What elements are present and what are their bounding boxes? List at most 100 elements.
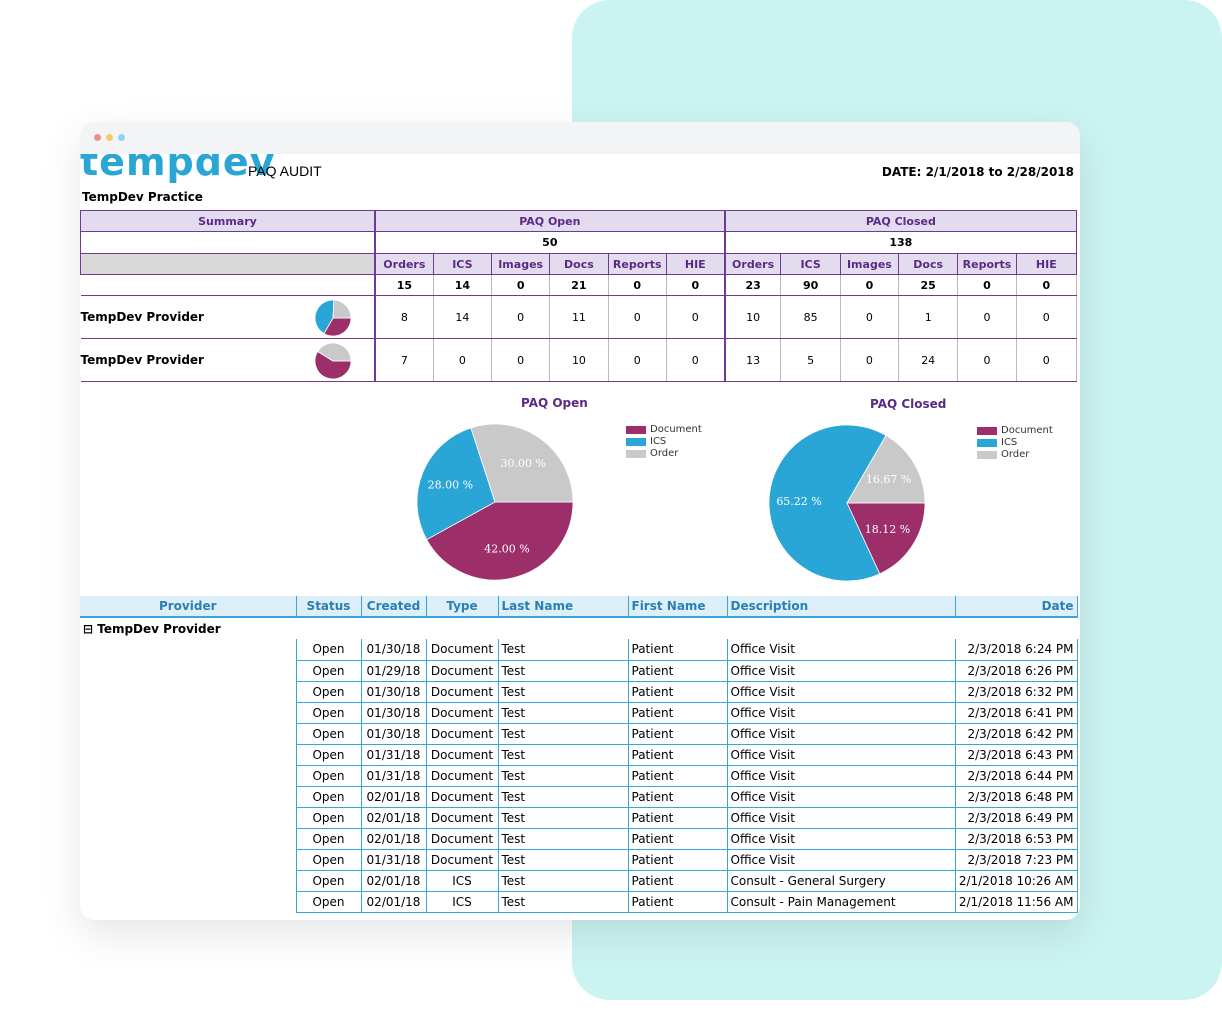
col-description-header[interactable]: Description	[727, 596, 956, 618]
cell-description: Office Visit	[727, 828, 956, 850]
legend-swatch	[977, 439, 997, 447]
col-provider-header[interactable]: Provider	[80, 596, 297, 618]
close-dot-icon[interactable]	[94, 134, 101, 141]
table-row[interactable]: Open 01/30/18 Document Test Patient Office Vi…	[80, 723, 1078, 745]
table-row[interactable]: Open 02/01/18 Document Test Patient Office Vi…	[80, 807, 1078, 829]
category-total-open-images: 0	[491, 274, 551, 296]
cell-created: 01/30/18	[361, 702, 427, 724]
table-row[interactable]: Open 01/31/18 Document Test Patient Office Vi…	[80, 849, 1078, 871]
cell-status: Open	[296, 723, 362, 745]
provider-closed-reports-count: 0	[957, 295, 1017, 339]
provider-open-reports-count: 0	[608, 338, 667, 382]
cell-description: Office Visit	[727, 807, 956, 829]
mini-pie-0-slice-ics	[314, 299, 335, 335]
category-header-closed-images: Images	[839, 253, 900, 275]
cell-type: Document	[426, 765, 499, 787]
cell-first-name: Patient	[628, 702, 728, 724]
paq-closed-legend-item-document: Document	[977, 425, 1053, 437]
cell-status: Open	[296, 891, 362, 913]
category-total-closed-reports: 0	[957, 274, 1017, 296]
table-row[interactable]: Open 01/30/18 Document Test Patient Office Vi…	[80, 702, 1078, 724]
report-content: tempdev PAQ AUDIT DATE: 2/1/2018 to 2/28…	[80, 154, 1080, 920]
category-header-open-reports: Reports	[607, 253, 667, 275]
cell-first-name: Patient	[628, 891, 728, 913]
col-last-name-header[interactable]: Last Name	[498, 596, 629, 618]
cell-description: Consult - General Surgery	[727, 870, 956, 892]
cell-date: 2/3/2018 6:43 PM	[955, 744, 1078, 766]
minimize-dot-icon[interactable]	[106, 134, 113, 141]
paq-open-chart-title: PAQ Open	[521, 396, 588, 410]
category-header-row: Orders ICS Images Docs Reports HIE Orders ICS Im…	[80, 253, 1078, 275]
provider-name: TempDev Provider	[80, 353, 204, 367]
maximize-dot-icon[interactable]	[118, 134, 125, 141]
cell-date: 2/3/2018 6:53 PM	[955, 828, 1078, 850]
col-created-header[interactable]: Created	[361, 596, 427, 618]
legend-label: Order	[650, 448, 679, 459]
col-status-header[interactable]: Status	[296, 596, 362, 618]
category-total-closed-ics: 90	[780, 274, 841, 296]
cell-date: 2/3/2018 6:41 PM	[955, 702, 1078, 724]
table-row[interactable]: Open 01/29/18 Document Test Patient Office Vi…	[80, 660, 1078, 682]
cell-first-name: Patient	[628, 660, 728, 682]
provider-mini-pie-chart	[314, 299, 352, 337]
cell-date: 2/3/2018 6:24 PM	[955, 639, 1078, 661]
table-row[interactable]: Open 01/31/18 Document Test Patient Office Vi…	[80, 744, 1078, 766]
paq-closed-label: PAQ Closed	[723, 210, 1077, 232]
paq-open-slice-document	[426, 501, 574, 581]
table-row[interactable]: Open 01/30/18 Document Test Patient Office Vi…	[80, 681, 1078, 703]
provider-open-hie-count: 0	[666, 295, 726, 339]
paq-closed-slice-label-document: 18.12 %	[865, 523, 910, 536]
cell-last-name: Test	[498, 639, 629, 661]
provider-open-hie-count: 0	[666, 338, 726, 382]
table-row[interactable]: Open 01/30/18 Document Test Patient Office Vi…	[80, 639, 1078, 661]
cell-created: 02/01/18	[361, 891, 427, 913]
table-row[interactable]: Open 02/01/18 ICS Test Patient Consult - Gene…	[80, 870, 1078, 892]
cell-date: 2/3/2018 6:42 PM	[955, 723, 1078, 745]
mini-pie-1-slice-document	[314, 350, 352, 380]
paq-open-slice-label-ics: 28.00 %	[428, 478, 473, 491]
summary-total-row: 50 138	[80, 231, 1077, 254]
cell-status: Open	[296, 702, 362, 724]
cell-created: 02/01/18	[361, 828, 427, 850]
table-row[interactable]: Open 02/01/18 Document Test Patient Office Vi…	[80, 786, 1078, 808]
provider-closed-docs-count: 24	[898, 338, 959, 382]
cell-created: 01/29/18	[361, 660, 427, 682]
cell-type: ICS	[426, 870, 499, 892]
col-date-header[interactable]: Date	[955, 596, 1078, 618]
summary-table: Summary PAQ Open PAQ Closed 50 138 Order…	[80, 210, 1078, 382]
cell-status: Open	[296, 849, 362, 871]
provider-group-toggle[interactable]: ⊟ TempDev Provider	[83, 621, 221, 636]
cell-date: 2/1/2018 10:26 AM	[955, 870, 1078, 892]
cell-last-name: Test	[498, 744, 629, 766]
window-titlebar	[80, 122, 1080, 154]
cell-created: 02/01/18	[361, 786, 427, 808]
provider-open-ics-count: 0	[433, 338, 493, 382]
table-row[interactable]: Open 02/01/18 Document Test Patient Office Vi…	[80, 828, 1078, 850]
table-row[interactable]: Open 02/01/18 ICS Test Patient Consult - Pain…	[80, 891, 1078, 913]
paq-open-legend-item-order: Order	[626, 448, 702, 460]
cell-date: 2/3/2018 6:44 PM	[955, 765, 1078, 787]
table-row[interactable]: Open 01/31/18 Document Test Patient Office Vi…	[80, 765, 1078, 787]
cell-description: Office Visit	[727, 639, 956, 661]
legend-label: ICS	[1001, 437, 1018, 448]
cell-description: Office Visit	[727, 786, 956, 808]
cell-type: Document	[426, 702, 499, 724]
cell-type: Document	[426, 849, 499, 871]
cell-date: 2/1/2018 11:56 AM	[955, 891, 1078, 913]
legend-swatch	[626, 426, 646, 434]
cell-description: Office Visit	[727, 849, 956, 871]
cell-status: Open	[296, 639, 362, 661]
cell-date: 2/3/2018 7:23 PM	[955, 849, 1078, 871]
col-type-header[interactable]: Type	[426, 596, 499, 618]
cell-first-name: Patient	[628, 765, 728, 787]
paq-closed-slice-label-ics: 65.22 %	[776, 495, 821, 508]
paq-open-legend-item-ics: ICS	[626, 436, 702, 448]
cell-first-name: Patient	[628, 723, 728, 745]
cell-created: 02/01/18	[361, 807, 427, 829]
col-first-name-header[interactable]: First Name	[628, 596, 728, 618]
cell-last-name: Test	[498, 765, 629, 787]
category-header-closed-reports: Reports	[957, 253, 1017, 275]
cell-first-name: Patient	[628, 828, 728, 850]
paq-closed-slice-document	[846, 502, 926, 575]
cell-first-name: Patient	[628, 849, 728, 871]
